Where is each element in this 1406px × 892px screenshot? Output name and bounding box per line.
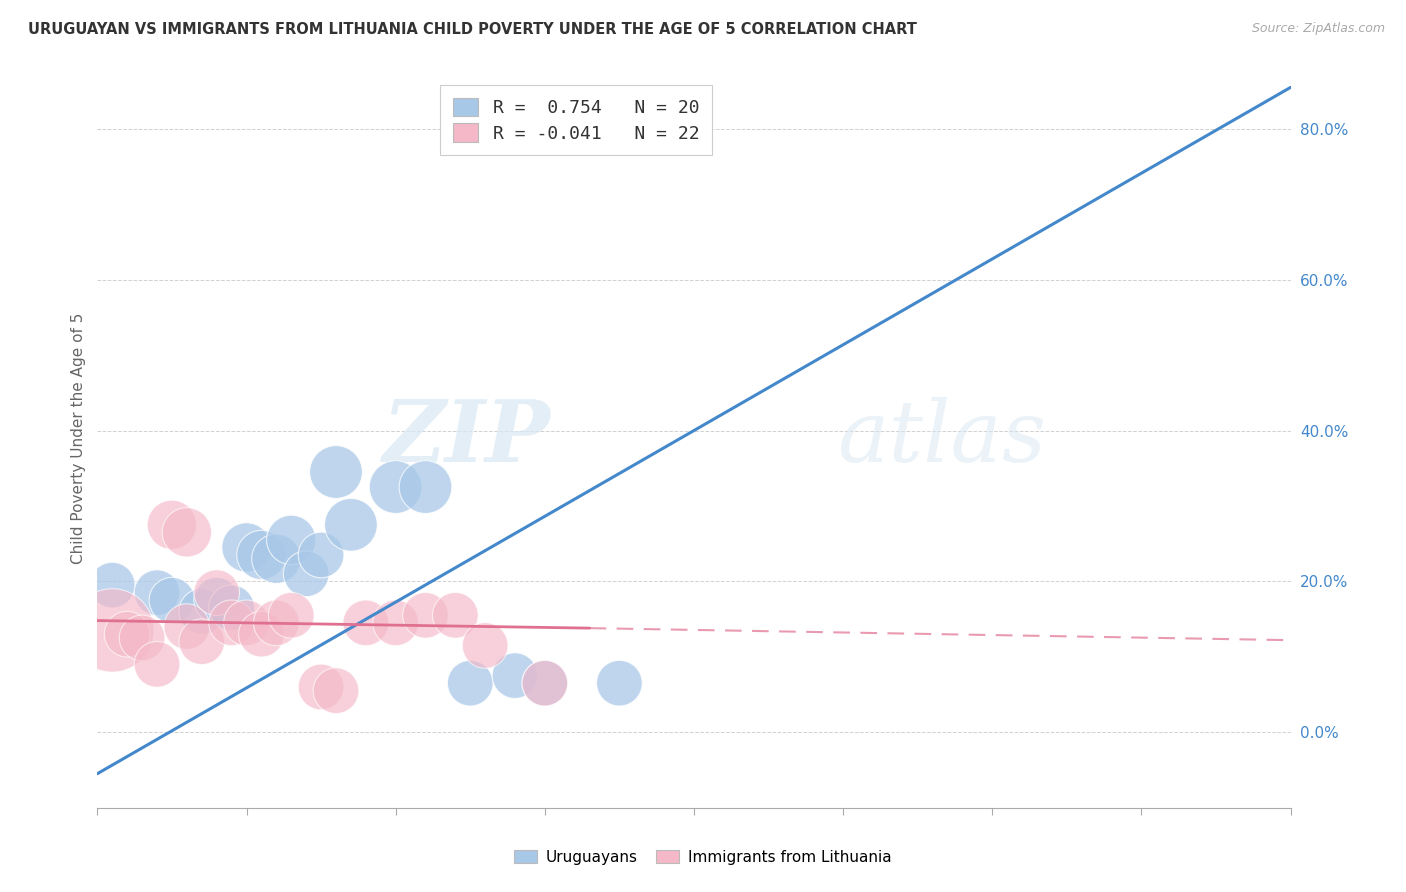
Point [295,566,318,581]
Point [280,533,302,547]
Point [444,608,467,623]
Point [533,676,555,690]
Point [205,593,228,607]
Point [458,676,481,690]
Point [415,480,437,494]
Text: Source: ZipAtlas.com: Source: ZipAtlas.com [1251,22,1385,36]
Point [235,541,257,555]
Point [115,627,138,641]
Point [503,668,526,682]
Point [266,551,288,566]
Point [146,657,169,672]
Point [384,480,406,494]
Point [280,608,302,623]
Point [176,619,198,633]
Point [221,615,243,630]
Point [474,639,496,653]
Point [176,525,198,540]
Point [250,548,273,562]
Point [384,615,406,630]
Point [146,585,169,599]
Point [160,517,183,532]
Point [131,631,153,645]
Point [340,517,363,532]
Point [309,548,332,562]
Point [325,465,347,479]
Legend: R =  0.754   N = 20, R = -0.041   N = 22: R = 0.754 N = 20, R = -0.041 N = 22 [440,85,711,155]
Point [415,608,437,623]
Point [221,600,243,615]
Point [235,615,257,630]
Point [325,683,347,698]
Point [354,615,377,630]
Point [250,627,273,641]
Point [309,680,332,694]
Point [266,615,288,630]
Text: ZIP: ZIP [382,396,551,480]
Text: URUGUAYAN VS IMMIGRANTS FROM LITHUANIA CHILD POVERTY UNDER THE AGE OF 5 CORRELAT: URUGUAYAN VS IMMIGRANTS FROM LITHUANIA C… [28,22,917,37]
Point [190,634,212,648]
Y-axis label: Child Poverty Under the Age of 5: Child Poverty Under the Age of 5 [72,312,86,564]
Text: atlas: atlas [837,397,1046,479]
Legend: Uruguayans, Immigrants from Lithuania: Uruguayans, Immigrants from Lithuania [508,844,898,871]
Point [101,624,124,638]
Point [190,605,212,619]
Point [160,593,183,607]
Point [101,578,124,592]
Point [205,585,228,599]
Point [533,676,555,690]
Point [609,676,631,690]
